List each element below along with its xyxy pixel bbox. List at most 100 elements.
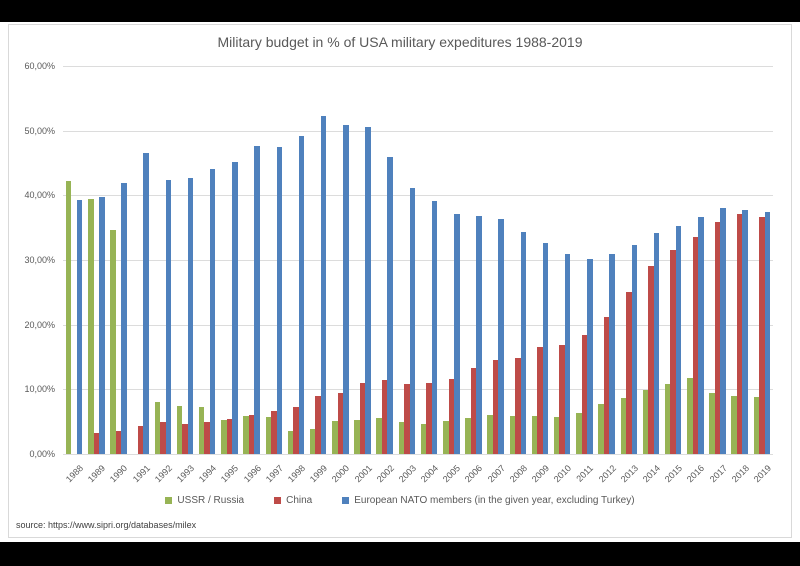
bar-1994-series-1 [204, 422, 210, 454]
bar-1998-series-1 [293, 407, 299, 454]
bar-2006-series-2 [476, 216, 482, 454]
bar-1996-series-0 [243, 415, 249, 454]
bar-1993-series-1 [182, 423, 188, 454]
bar-2015-series-2 [675, 225, 682, 454]
bar-2004-series-1 [426, 382, 432, 454]
legend-swatch-icon [342, 497, 350, 504]
bar-2019-series-1 [759, 216, 765, 454]
chart-card: Military budget in % of USA military exp… [8, 24, 792, 538]
y-tick-label: 50,00% [24, 125, 55, 136]
bar-1994-series-2 [209, 169, 216, 454]
bar-2001-series-1 [359, 382, 366, 454]
bar-2011-series-2 [587, 259, 593, 454]
bar-1990-series-1 [115, 431, 122, 454]
legend-item-0: USSR / Russia [165, 495, 244, 506]
bar-1992-series-1 [160, 422, 166, 454]
grid-line [63, 66, 773, 67]
legend-item-2: European NATO members (in the given year… [342, 495, 635, 506]
bar-2015-series-1 [670, 249, 676, 454]
bar-1998-series-0 [287, 431, 294, 454]
bar-1996-series-1 [248, 414, 255, 454]
bar-2005-series-2 [454, 214, 460, 454]
bar-1997-series-1 [271, 411, 277, 454]
bar-2010-series-0 [553, 417, 560, 454]
bar-2011-series-0 [576, 412, 582, 454]
bar-2005-series-1 [448, 378, 455, 454]
bar-1998-series-2 [298, 136, 305, 454]
chart-title: Military budget in % of USA military exp… [217, 34, 583, 50]
bar-2003-series-0 [398, 421, 405, 454]
bar-2012-series-1 [603, 316, 610, 454]
bar-2014-series-1 [648, 266, 654, 454]
bar-1989-series-0 [88, 198, 94, 454]
y-tick-label: 20,00% [24, 319, 55, 330]
bar-2006-series-1 [470, 367, 477, 454]
bar-2003-series-2 [409, 187, 416, 454]
bar-2005-series-0 [443, 421, 449, 454]
legend-swatch-icon [274, 497, 282, 504]
bar-2004-series-2 [431, 201, 438, 454]
bar-2004-series-0 [420, 423, 427, 454]
bar-2010-series-2 [564, 253, 571, 454]
bar-2017-series-1 [714, 222, 721, 454]
bar-2016-series-1 [692, 237, 699, 454]
bar-2016-series-0 [687, 377, 693, 454]
bar-1994-series-0 [198, 406, 205, 454]
bar-2008-series-2 [520, 231, 527, 454]
bar-1997-series-0 [265, 417, 272, 454]
bar-1992-series-2 [165, 180, 172, 454]
bar-2015-series-0 [664, 383, 671, 454]
bar-1999-series-2 [320, 115, 327, 454]
bar-2016-series-2 [698, 216, 704, 454]
bar-1999-series-1 [315, 396, 321, 454]
bar-2019-series-0 [753, 397, 760, 454]
grid-line [63, 454, 773, 455]
slide-background: Military budget in % of USA military exp… [0, 22, 800, 542]
bar-1996-series-2 [254, 145, 260, 454]
grid-line [63, 260, 773, 261]
y-tick-label: 10,00% [24, 384, 55, 395]
bar-2011-series-1 [581, 335, 588, 454]
bar-2008-series-1 [515, 358, 521, 454]
bar-1989-series-2 [99, 197, 105, 454]
bar-2013-series-2 [631, 245, 638, 454]
grid-line [63, 389, 773, 391]
source-note: source: https://www.sipri.org/databases/… [16, 520, 197, 530]
bar-2018-series-0 [731, 396, 737, 454]
bar-1990-series-0 [110, 229, 116, 454]
bar-1988-series-2 [76, 199, 83, 454]
bar-1993-series-2 [187, 177, 194, 454]
bar-2013-series-0 [620, 397, 627, 454]
bar-2001-series-0 [354, 420, 360, 454]
bar-2012-series-2 [609, 254, 615, 454]
legend-label: China [286, 495, 313, 506]
legend-label: European NATO members (in the given year… [354, 495, 635, 506]
legend-item-1: China [274, 495, 312, 506]
bar-2007-series-1 [492, 360, 499, 454]
bar-2003-series-1 [404, 384, 410, 454]
bar-2013-series-1 [626, 291, 632, 454]
y-tick-label: 40,00% [24, 190, 55, 201]
bar-2009-series-2 [542, 242, 549, 454]
bar-1991-series-1 [137, 426, 144, 454]
bar-1995-series-0 [221, 420, 227, 454]
legend-label: USSR / Russia [177, 495, 245, 506]
chart-legend: USSR / Russia China European NATO members … [9, 495, 791, 506]
y-tick-label: 0,00% [29, 449, 55, 459]
bar-2014-series-0 [642, 389, 649, 454]
bar-1999-series-0 [309, 428, 316, 454]
bar-2006-series-0 [465, 417, 471, 454]
bar-1995-series-2 [232, 162, 238, 454]
grid-line [63, 195, 773, 197]
bar-2009-series-0 [531, 416, 538, 454]
bar-2017-series-0 [709, 392, 715, 454]
grid-line [63, 130, 773, 132]
bar-2010-series-1 [559, 345, 565, 454]
bar-2012-series-0 [598, 404, 604, 454]
bar-2008-series-0 [509, 415, 516, 454]
y-tick-label: 30,00% [24, 255, 55, 265]
bar-1995-series-1 [226, 419, 233, 454]
bar-2017-series-2 [720, 207, 726, 454]
bar-2007-series-0 [487, 415, 493, 454]
bar-2019-series-2 [764, 212, 771, 454]
